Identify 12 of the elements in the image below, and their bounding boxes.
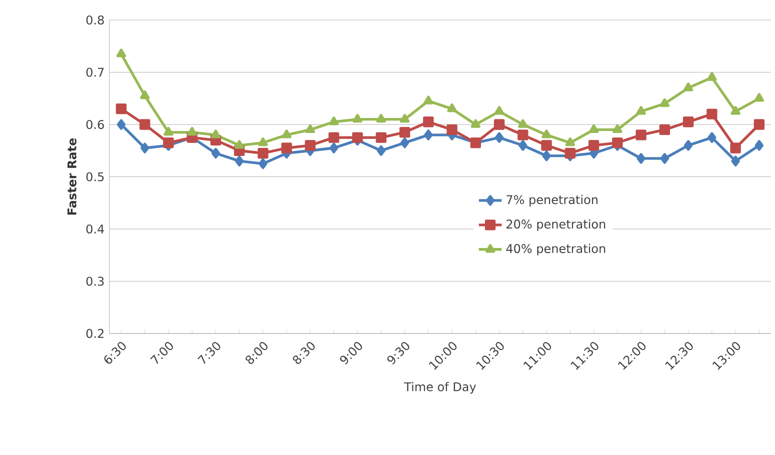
- y-tick-label: 0.8: [86, 16, 104, 25]
- legend-label: 20% penetration: [506, 219, 606, 232]
- y-tick-label: 0.4: [86, 224, 104, 234]
- legend-label: 40% penetration: [506, 244, 606, 256]
- y-tick-label: 0.3: [86, 276, 104, 286]
- y-tick-label: 0.5: [86, 172, 104, 182]
- y-tick-label: 0.6: [86, 120, 104, 130]
- y-tick-label: 0.2: [86, 328, 104, 338]
- x-axis-title: Time of Day: [404, 382, 476, 394]
- y-axis-title: Faster Rate: [68, 138, 76, 215]
- y-tick-label: 0.7: [86, 68, 104, 77]
- legend-label: 7% penetration: [506, 194, 598, 207]
